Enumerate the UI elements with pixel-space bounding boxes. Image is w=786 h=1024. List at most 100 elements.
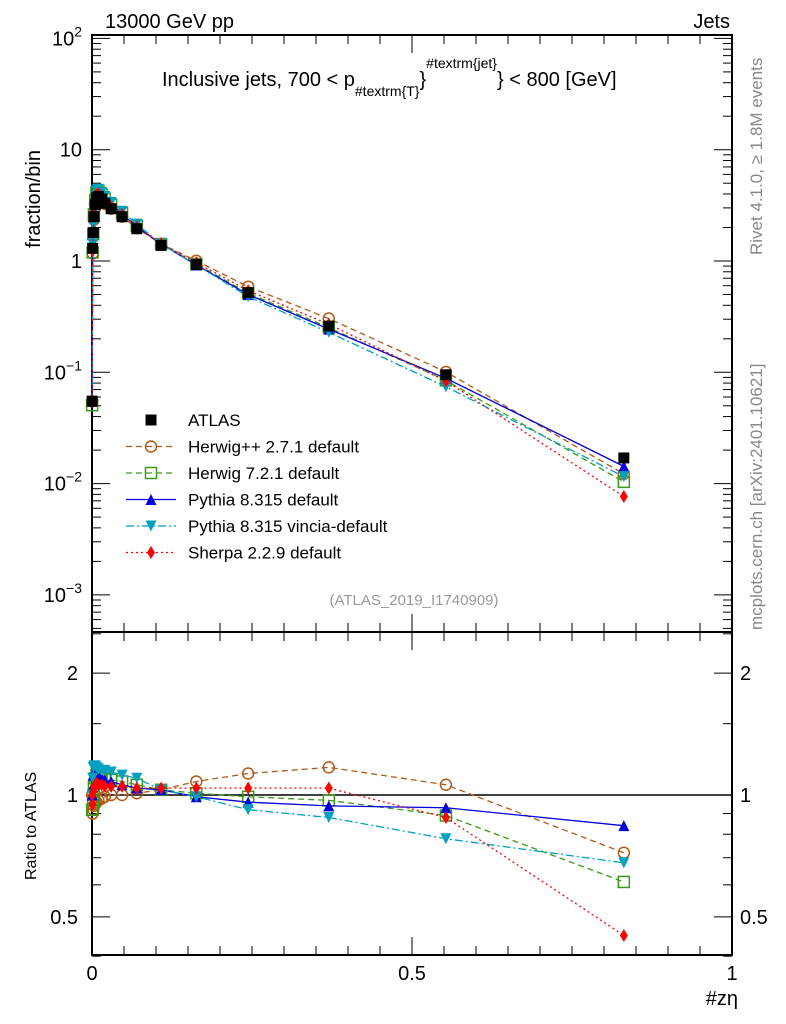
series-1 bbox=[85, 184, 631, 889]
legend-item: Sherpa 2.2.9 default bbox=[126, 544, 341, 563]
ratio-point bbox=[323, 811, 335, 823]
reference-point bbox=[323, 320, 335, 332]
reference-point bbox=[131, 223, 143, 235]
ratio-point bbox=[324, 781, 333, 795]
ratio-line bbox=[91, 772, 624, 827]
main-frame bbox=[91, 34, 733, 633]
ratio-point bbox=[617, 875, 631, 889]
title-main: Inclusive jets, 700 < p bbox=[162, 69, 355, 91]
ratio-point bbox=[441, 810, 450, 824]
reference-point bbox=[440, 369, 452, 381]
legend-item: ATLAS bbox=[145, 411, 241, 430]
reference-point bbox=[242, 287, 254, 299]
header-left: 13000 GeV pp bbox=[105, 11, 234, 33]
legend-label: Pythia 8.315 default bbox=[188, 491, 339, 510]
ratio-tick-label-right: 1 bbox=[740, 785, 751, 807]
reference-point bbox=[105, 203, 117, 215]
title-sup: #textrm{jet} bbox=[426, 55, 497, 71]
ratio-point bbox=[440, 833, 452, 845]
legend-marker bbox=[145, 494, 157, 505]
ratio-point bbox=[87, 772, 99, 784]
reference-point bbox=[99, 197, 111, 209]
series-4 bbox=[88, 187, 628, 942]
legend-label: Sherpa 2.2.9 default bbox=[188, 544, 341, 563]
series-line bbox=[91, 190, 625, 467]
title-sub: #textrm{T} bbox=[355, 83, 420, 99]
y-axis-label: fraction/bin bbox=[23, 150, 45, 248]
series-line bbox=[91, 197, 625, 475]
ratio-point bbox=[105, 766, 117, 778]
analysis-id: (ATLAS_2019_I1740909) bbox=[329, 592, 498, 609]
ratio-point bbox=[617, 846, 631, 860]
ratio-line bbox=[91, 765, 624, 864]
reference-point bbox=[89, 199, 101, 211]
legend-label: Pythia 8.315 vincia-default bbox=[188, 517, 388, 536]
ratio-point bbox=[244, 781, 253, 795]
ratio-line bbox=[91, 774, 625, 883]
x-tick-label: 0 bbox=[86, 963, 97, 985]
ratio-point bbox=[322, 761, 336, 774]
ratio-point bbox=[241, 767, 255, 780]
ratio-point bbox=[192, 781, 201, 795]
reference-point bbox=[87, 227, 99, 239]
ratio-point bbox=[323, 800, 335, 812]
x-axis-label: #zη bbox=[706, 988, 738, 1010]
reference-point bbox=[190, 259, 202, 271]
reference-point bbox=[87, 242, 99, 254]
ratio-point bbox=[619, 928, 628, 942]
plot-area: 0 0.5 1 102 10 1 10−1 10−2 10−3 0.5 0.5 1 1 2 2 ATLAS He… bbox=[44, 23, 768, 985]
ratio-point bbox=[116, 769, 128, 781]
ratio-point bbox=[190, 791, 202, 803]
data-point bbox=[618, 471, 630, 483]
legend-item: Pythia 8.315 vincia-default bbox=[126, 517, 388, 536]
series-line bbox=[91, 188, 625, 478]
legend-item: Herwig 7.2.1 default bbox=[126, 464, 339, 483]
ratio-point bbox=[132, 781, 141, 795]
ratio-point bbox=[107, 779, 116, 793]
y-tick-label: 10−2 bbox=[44, 469, 82, 496]
header-right: Jets bbox=[693, 11, 730, 33]
legend-item: Herwig++ 2.7.1 default bbox=[126, 438, 359, 457]
legend-label: Herwig++ 2.7.1 default bbox=[188, 438, 359, 457]
ratio-point bbox=[439, 778, 453, 792]
reference-point bbox=[116, 211, 128, 223]
ratio-frame bbox=[91, 631, 733, 956]
data-point bbox=[619, 490, 628, 504]
ratio-point bbox=[618, 820, 630, 832]
ratio-tick-label-right: 2 bbox=[740, 663, 751, 685]
ratio-tick-label-right: 0.5 bbox=[740, 907, 768, 929]
reference-point bbox=[88, 211, 100, 223]
ratio-tick-label: 1 bbox=[67, 785, 78, 807]
y-tick-label: 10 bbox=[60, 140, 82, 162]
legend-marker bbox=[147, 546, 155, 559]
series-line bbox=[91, 190, 625, 483]
chart-title: Inclusive jets, 700 < p#textrm{T}}#textr… bbox=[162, 55, 617, 99]
ratio-point bbox=[88, 797, 97, 811]
ratio-y-axis-label: Ratio to ATLAS bbox=[23, 772, 40, 880]
x-tick-label: 1 bbox=[726, 963, 737, 985]
legend-marker bbox=[144, 440, 158, 453]
reference-point bbox=[618, 452, 630, 464]
legend-marker bbox=[145, 414, 157, 426]
title-tail: } < 800 [GeV] bbox=[497, 69, 617, 91]
title-brace: } bbox=[419, 69, 426, 91]
reference-point bbox=[86, 395, 98, 407]
reference-point bbox=[155, 239, 167, 251]
ratio-point bbox=[440, 802, 452, 814]
x-tick-label: 0.5 bbox=[398, 963, 426, 985]
series-2 bbox=[86, 185, 630, 832]
y-tick-label: 1 bbox=[71, 251, 82, 273]
legend-item: Pythia 8.315 default bbox=[126, 491, 339, 510]
ratio-point bbox=[131, 772, 143, 784]
side-text-top: Rivet 4.1.0, ≥ 1.8M events bbox=[747, 58, 766, 255]
legend-label: ATLAS bbox=[188, 411, 241, 430]
ratio-point bbox=[118, 779, 127, 793]
side-text-bottom: mcplots.cern.ch [arXiv:2401.10621] bbox=[747, 364, 766, 630]
y-tick-label: 102 bbox=[52, 23, 82, 50]
ratio-tick-label: 0.5 bbox=[50, 907, 78, 929]
ratio-point bbox=[618, 857, 630, 869]
ratio-point bbox=[157, 781, 166, 795]
ratio-point bbox=[242, 804, 254, 816]
data-point bbox=[618, 460, 630, 472]
